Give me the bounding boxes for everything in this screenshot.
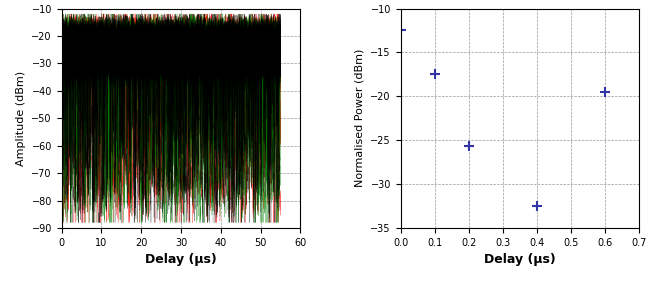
Y-axis label: Normalised Power (dBm): Normalised Power (dBm) [355, 49, 365, 188]
Y-axis label: Amplitude (dBm): Amplitude (dBm) [16, 71, 26, 166]
X-axis label: Delay (μs): Delay (μs) [484, 253, 556, 266]
X-axis label: Delay (μs): Delay (μs) [145, 253, 217, 266]
